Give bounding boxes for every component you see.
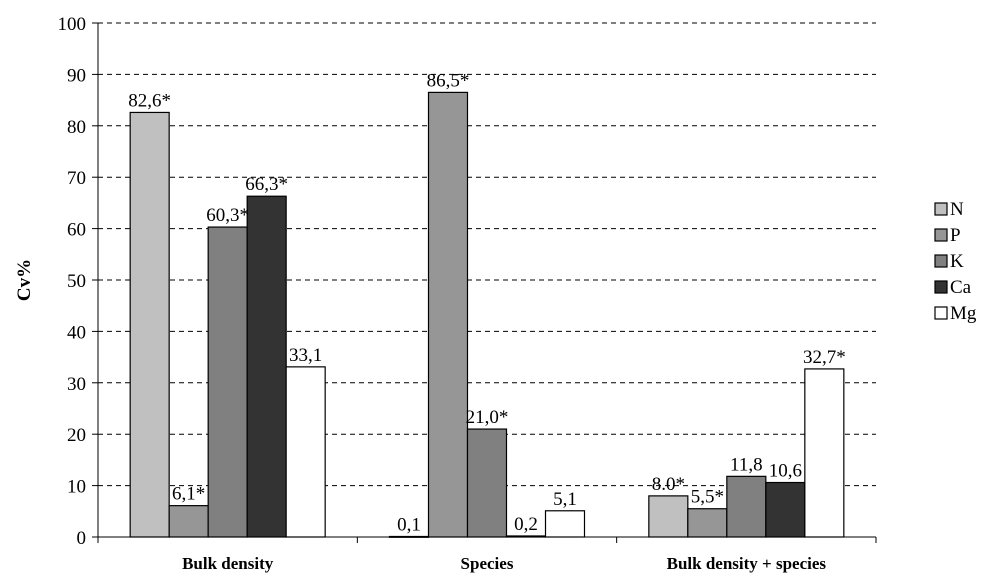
legend-label-ca: Ca [950,277,972,298]
legend: NPK Ca Mg [934,199,977,324]
y-tick-label: 100 [58,14,87,35]
data-label: 0,1 [397,514,421,535]
data-label: 60,3* [206,205,249,226]
data-label: 10,6 [769,461,802,482]
axes [92,22,877,543]
y-tick-label: 10 [67,477,86,498]
bar-k [466,428,508,538]
bar-p [427,91,469,538]
y-axis-label: Cv% [14,259,35,301]
y-tick-label: 0 [77,528,87,549]
bar-mg [285,366,326,538]
bar-p [687,508,728,538]
legend-label-n: N [950,199,964,220]
bar-k [726,475,767,538]
data-label: 86,5* [427,70,470,91]
bar-ca [765,481,806,538]
data-label: 82,6* [128,90,171,111]
x-category-label: Bulk density [182,554,274,573]
y-tick-label: 20 [67,425,86,446]
x-category-labels: Bulk density Species Bulk density + specie… [182,554,826,573]
legend-label-mg: Mg [950,303,977,324]
bar-n [129,111,170,538]
legend-label-k: K [950,251,964,272]
data-label: 5,1 [553,489,577,510]
bar-ca [246,195,287,538]
bar-n [648,495,689,538]
legend-swatch-k [934,254,948,268]
x-category-label: Bulk density + species [667,554,827,573]
y-tick-label: 90 [67,65,86,86]
legend-swatch-n [934,202,948,216]
data-label: 11,8 [730,454,763,475]
bar-mg [804,368,845,538]
data-labels: 82,6* 6,1* 60,3* 66,3* 33,1 0,1 86,5* 21,0* 0,2 5… [128,70,845,535]
y-tick-label: 60 [67,220,86,241]
y-tick-label: 40 [67,322,86,343]
y-tick-label: 30 [67,374,86,395]
data-label: 0,2 [514,514,538,535]
bar-p [168,505,209,538]
legend-swatch-mg [934,306,948,320]
bar-mg [544,510,586,538]
legend-swatch-ca [934,280,948,294]
data-label: 33,1 [289,345,322,366]
legend-swatch-p [934,228,948,242]
y-tick-labels: 0 10 20 30 40 50 60 70 80 90 100 [58,14,87,549]
y-tick-label: 50 [67,271,86,292]
legend-label-p: P [950,225,961,246]
data-label: 32,7* [803,347,846,368]
data-label: 8.0* [652,474,685,495]
y-tick-label: 80 [67,117,86,138]
x-category-label: Species [461,554,514,573]
data-label: 6,1* [172,484,205,505]
bar-k [207,226,248,538]
y-tick-label: 70 [67,168,86,189]
data-label: 66,3* [245,174,288,195]
data-label: 21,0* [466,407,509,428]
data-label: 5,5* [691,487,724,508]
